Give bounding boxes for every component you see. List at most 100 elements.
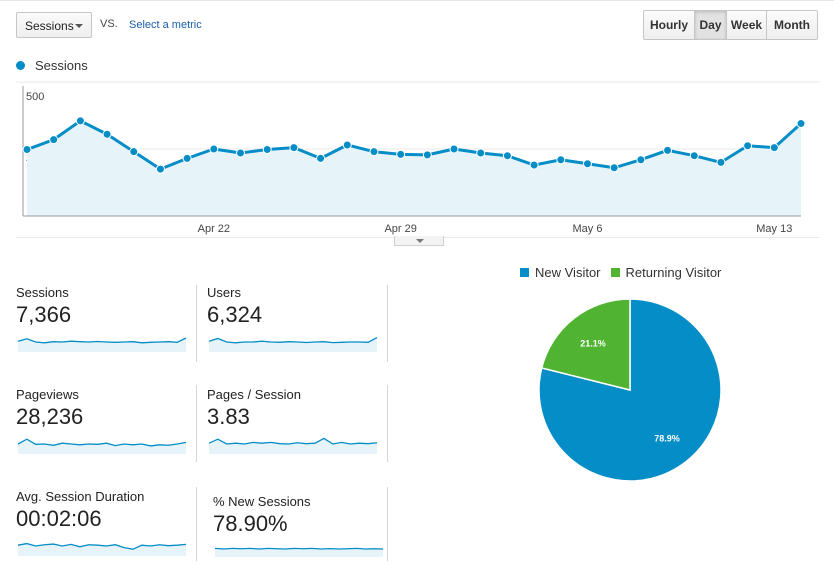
data-point[interactable] [209,144,219,154]
sparkline-line [17,542,187,550]
data-point[interactable] [262,145,272,155]
pie-slice-label: 21.1% [580,339,606,349]
tile-divider [196,285,197,362]
data-point[interactable] [369,147,379,157]
data-point[interactable] [449,144,459,154]
data-point[interactable] [663,145,673,155]
data-point[interactable] [396,149,406,159]
sparkline [214,547,384,557]
granularity-toggle: Hourly Day Week Month [643,10,818,40]
legend-item-returning-visitor[interactable]: Returning Visitor [610,265,721,280]
metric-label: Sessions [16,285,69,300]
new-visitor-label: New Visitor [535,265,601,280]
metric-label: Users [207,285,241,300]
data-point[interactable] [609,163,619,173]
sparkline-area [18,338,186,352]
data-point[interactable] [155,164,165,174]
data-point[interactable] [716,157,726,167]
metric-tile-sessions[interactable]: Sessions 7,366 [16,285,191,352]
metric-label: % New Sessions [213,494,311,509]
chevron-down-icon [416,239,424,243]
data-point[interactable] [22,145,32,155]
visitor-type-pie-chart: 78.9% 21.1% [538,298,722,482]
sparkline-line [208,336,378,344]
select-metric-link[interactable]: Select a metric [129,19,202,31]
metric-value: 7,366 [16,302,72,327]
x-tick-label: May 6 [572,223,602,235]
vs-label: VS. [100,18,118,30]
day-button[interactable]: Day [694,10,727,40]
top-border [0,0,834,1]
sessions-series-line [26,119,803,171]
y-tick-label: 500 [26,91,44,103]
metric-tile-avg-session-duration[interactable]: Avg. Session Duration 00:02:06 [16,489,191,556]
sparkline [17,542,187,556]
tile-divider [387,487,388,561]
data-point[interactable] [476,148,486,158]
metric-tile-pageviews[interactable]: Pageviews 28,236 [16,387,191,454]
sessions-legend-label: Sessions [35,58,88,73]
data-point[interactable] [582,159,592,169]
sparkline [17,337,187,352]
tile-divider [387,385,388,462]
metric-select-label: Sessions [25,19,74,33]
data-point[interactable] [689,151,699,161]
x-tick-label: Apr 22 [198,223,230,235]
chart-collapse-handle[interactable] [394,236,444,246]
legend-item-new-visitor[interactable]: New Visitor [520,265,601,280]
sparkline-area [209,337,377,352]
metric-value: 6,324 [207,302,263,327]
line-chart-legend: Sessions [16,58,88,73]
pie-slice-label: 78.9% [654,433,680,443]
data-point[interactable] [529,160,539,170]
metric-tile-new-sessions[interactable]: % New Sessions 78.90% [213,494,388,557]
pie-chart-legend: New Visitor Returning Visitor [520,265,731,280]
data-point[interactable] [769,143,779,153]
metric-label: Pageviews [16,387,79,402]
data-point[interactable] [743,141,753,151]
data-point[interactable] [422,150,432,160]
data-point[interactable] [316,153,326,163]
metric-select-dropdown[interactable]: Sessions [16,12,92,38]
x-tick-label: Apr 29 [384,223,416,235]
data-point[interactable] [556,155,566,165]
data-point[interactable] [636,155,646,165]
sessions-legend-dot [16,61,25,70]
data-point[interactable] [289,143,299,153]
data-point[interactable] [129,147,139,157]
data-point[interactable] [49,135,59,145]
metric-tile-users[interactable]: Users 6,324 [207,285,382,352]
pie-slice-returning-visitor[interactable] [540,298,631,391]
data-point[interactable] [182,153,192,163]
tile-divider [196,487,197,561]
data-point[interactable] [102,129,112,139]
tile-divider [387,285,388,362]
metric-value: 78.90% [213,511,288,536]
metric-label: Pages / Session [207,387,301,402]
sparkline-area [215,548,383,557]
metric-label: Avg. Session Duration [16,489,145,504]
chevron-down-icon [75,24,83,28]
data-point[interactable] [342,140,352,150]
data-point[interactable] [75,116,85,126]
month-button[interactable]: Month [766,10,818,40]
sessions-area [27,120,801,216]
sparkline [208,437,378,454]
sparkline-area [209,438,377,454]
data-point[interactable] [236,148,246,158]
data-point[interactable] [502,151,512,161]
sparkline-area [18,543,186,556]
metric-value: 00:02:06 [16,506,102,531]
data-point[interactable] [796,119,806,129]
sparkline [17,438,187,454]
metric-tile-pages-per-session[interactable]: Pages / Session 3.83 [207,387,382,454]
returning-visitor-swatch [610,268,620,277]
metric-value: 3.83 [207,404,250,429]
sparkline [208,336,378,352]
sparkline-line [17,337,187,344]
hourly-button[interactable]: Hourly [643,10,695,40]
week-button[interactable]: Week [726,10,767,40]
tile-divider [196,385,197,462]
metric-value: 28,236 [16,404,84,429]
